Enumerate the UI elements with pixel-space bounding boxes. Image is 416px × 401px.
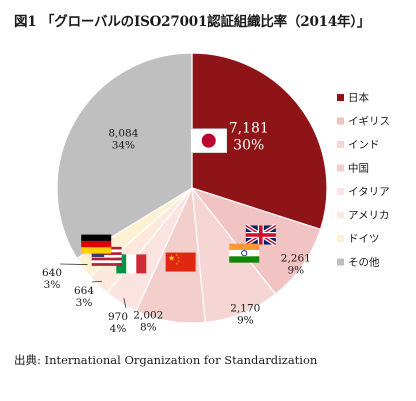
- legend-label-3: 中国: [348, 162, 369, 175]
- slice-7-その他: [56, 52, 193, 260]
- legend-label-0: 日本: [348, 91, 369, 104]
- percent-label-0: 30%: [233, 138, 264, 154]
- value-label-2: 2,170: [230, 303, 260, 315]
- value-label-5: 664: [74, 285, 94, 297]
- leader-line-6: [59, 263, 88, 265]
- legend-swatch-0: [337, 94, 344, 101]
- germany-flag-icon: [81, 234, 112, 254]
- value-label-6: 640: [42, 267, 62, 279]
- legend-label-6: ドイツ: [348, 233, 380, 245]
- legend-label-1: イギリス: [348, 116, 390, 128]
- chart-title: 図1 「グローバルのISO27001認証組織比率（2014年）」: [14, 14, 371, 30]
- source-note: 出典: International Organization for Stand…: [14, 353, 318, 367]
- percent-label-3: 8%: [140, 322, 157, 334]
- china-flag-icon: [165, 252, 196, 272]
- percent-label-5: 3%: [76, 297, 93, 309]
- value-label-0: 7,181: [229, 121, 269, 137]
- uk-flag-icon: [244, 223, 277, 247]
- value-label-1: 2,261: [281, 252, 311, 264]
- legend-swatch-4: [337, 188, 344, 195]
- legend-swatch-2: [337, 141, 344, 148]
- percent-label-6: 3%: [44, 279, 61, 291]
- legend-swatch-5: [337, 211, 344, 219]
- legend-label-4: イタリア: [348, 186, 390, 198]
- legend-swatch-6: [337, 235, 344, 242]
- value-label-3: 2,002: [133, 310, 163, 322]
- percent-label-7: 34%: [112, 139, 135, 151]
- percent-label-4: 4%: [110, 323, 127, 335]
- legend-swatch-3: [337, 164, 344, 172]
- legend-swatch-7: [337, 258, 344, 266]
- legend-swatch-1: [337, 117, 344, 125]
- percent-label-2: 9%: [237, 315, 254, 327]
- legend-label-5: アメリカ: [348, 210, 389, 222]
- legend-label-7: その他: [348, 256, 380, 269]
- japan-flag-icon: [190, 128, 227, 153]
- value-label-4: 970: [108, 311, 128, 323]
- legend-label-2: インド: [348, 139, 380, 151]
- slice-0-日本: [191, 52, 328, 231]
- leader-line-5: [91, 280, 103, 283]
- leader-line-4: [123, 298, 127, 309]
- value-label-7: 8,084: [108, 127, 138, 139]
- india-flag-icon: [229, 243, 260, 263]
- percent-label-1: 9%: [287, 264, 304, 276]
